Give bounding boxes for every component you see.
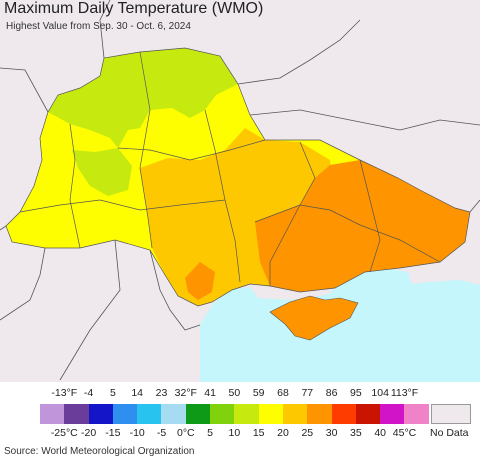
- legend-c-label: -5: [156, 427, 167, 439]
- legend-swatch: [210, 404, 235, 424]
- legend-celsius-labels: -25°C -20 -15 -10 -5 0°C 5 10 15 20 25 30 35 40 45°C: [0, 427, 480, 441]
- region-light-orange: [140, 128, 335, 306]
- legend-c-label: 25: [301, 427, 314, 439]
- legend-c-label: 15: [252, 427, 265, 439]
- region-yellow-green: [48, 48, 238, 148]
- legend-swatch: [355, 404, 381, 424]
- region-yellow-green-2: [72, 148, 132, 196]
- admin-boundaries: [5, 47, 471, 307]
- legend-swatch: [137, 404, 162, 424]
- legend-swatch: [40, 404, 65, 424]
- legend-swatch: [331, 404, 356, 424]
- legend-c-label: 35: [350, 427, 362, 439]
- legend-f-label: 104: [371, 387, 389, 399]
- temperature-map: [0, 0, 480, 382]
- legend-c-label: -10: [129, 427, 145, 439]
- black-sea: [200, 280, 480, 382]
- legend-swatch: [258, 404, 283, 424]
- source-credit: Source: World Meteorological Organizatio…: [4, 446, 195, 457]
- no-data-swatch: [431, 404, 471, 424]
- legend-f-label: 14: [131, 387, 144, 399]
- legend-swatch: [64, 404, 89, 424]
- legend-swatch: [282, 404, 308, 424]
- legend-fahrenheit-labels: -13°F -4 5 14 23 32°F 41 50 59 68 77 86 95 104 113°F: [0, 387, 480, 401]
- sea-of-azov: [330, 268, 412, 300]
- legend-f-label: 59: [252, 387, 265, 399]
- legend-swatch: [234, 404, 259, 424]
- legend-f-label: -4: [83, 387, 94, 399]
- legend-c-label: 0°C: [176, 427, 195, 439]
- legend-f-label: 50: [228, 387, 241, 399]
- legend-f-label: 68: [277, 387, 289, 399]
- legend-f-label: 5: [109, 387, 116, 399]
- legend-c-label: 30: [325, 427, 338, 439]
- map-subtitle: Highest Value from Sep. 30 - Oct. 6, 202…: [6, 21, 191, 32]
- legend-swatch: [185, 404, 211, 424]
- legend-c-label: 40: [374, 427, 387, 439]
- legend-f-label: 95: [350, 387, 362, 399]
- legend-swatch: [380, 404, 405, 424]
- country-borders: [0, 0, 480, 381]
- legend-c-label: -25°C: [50, 427, 78, 439]
- legend-c-label: -15: [105, 427, 121, 439]
- legend-c-label: 45°C: [392, 427, 417, 439]
- legend-c-label: 5: [207, 427, 214, 439]
- legend-c-label: 10: [228, 427, 241, 439]
- legend-f-label: 86: [325, 387, 338, 399]
- legend-f-label: 32°F: [174, 387, 197, 399]
- legend-f-label: 77: [301, 387, 314, 399]
- legend-f-label: 23: [155, 387, 168, 399]
- legend-color-bar: [40, 404, 429, 424]
- crimea: [269, 295, 359, 341]
- legend-c-label: -20: [81, 427, 97, 439]
- legend-f-label: 41: [204, 387, 216, 399]
- map-title: Maximum Daily Temperature (WMO): [4, 0, 264, 17]
- no-data-label: No Data: [430, 427, 469, 439]
- legend-swatch: [88, 404, 113, 424]
- legend-f-label: -13°F: [51, 387, 78, 399]
- legend-swatch: [112, 404, 138, 424]
- legend-swatch: [404, 404, 429, 424]
- legend-swatch: [307, 404, 332, 424]
- region-orange-west: [185, 262, 215, 300]
- legend-c-label: 20: [277, 427, 289, 439]
- legend-swatch: [161, 404, 186, 424]
- legend-f-label: 113°F: [390, 387, 419, 399]
